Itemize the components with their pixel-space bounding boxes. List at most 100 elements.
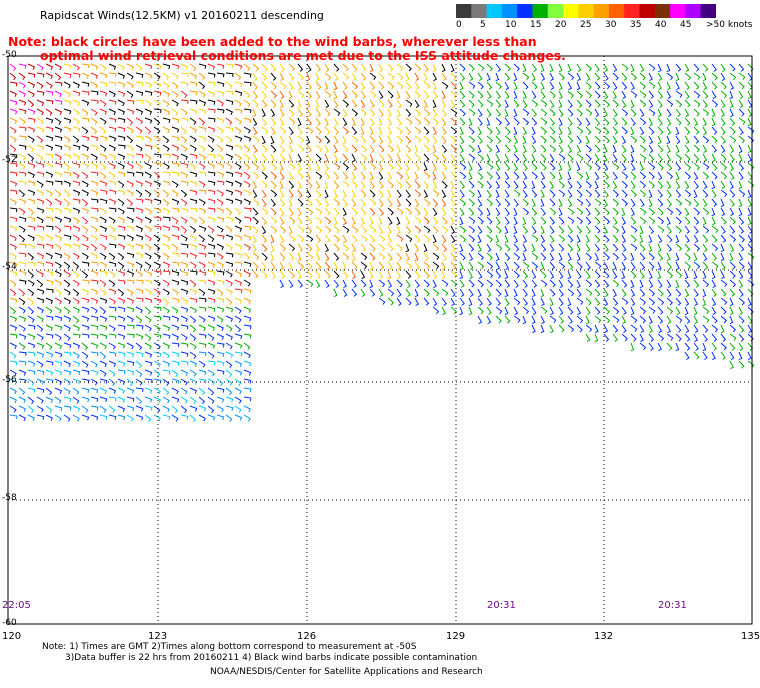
wind-barb: [108, 153, 117, 160]
wind-barb: [423, 288, 430, 297]
wind-barb: [414, 63, 422, 72]
wind-barb: [630, 279, 635, 289]
wind-barb: [189, 360, 198, 367]
wind-barb: [171, 171, 180, 177]
wind-barb: [333, 81, 338, 91]
wind-barb: [369, 126, 374, 136]
wind-barb: [270, 234, 275, 244]
wind-barb: [306, 144, 313, 153]
wind-barb: [630, 135, 638, 144]
wind-barb: [234, 387, 242, 395]
wind-barb: [99, 108, 108, 116]
wind-barb: [720, 126, 726, 135]
wind-barb: [396, 99, 402, 108]
wind-barb: [72, 234, 80, 242]
wind-barb: [144, 189, 152, 197]
wind-barb: [558, 99, 563, 109]
wind-barb: [603, 171, 610, 180]
wind-barb: [126, 243, 135, 250]
wind-barb: [45, 306, 53, 314]
wind-barb: [9, 162, 18, 168]
wind-barb: [126, 396, 135, 402]
wind-barb: [684, 333, 691, 342]
wind-barb: [468, 198, 475, 207]
wind-barb: [378, 297, 386, 305]
wind-barb: [594, 252, 599, 262]
wind-barb: [576, 108, 584, 117]
wind-barb: [540, 171, 546, 181]
wind-barb: [144, 396, 153, 403]
wind-barb: [45, 99, 54, 105]
wind-barb: [405, 279, 411, 288]
wind-barb: [396, 270, 402, 280]
wind-barb: [441, 72, 447, 81]
wind-barb: [81, 63, 90, 69]
wind-barb: [171, 144, 180, 152]
wind-barb: [72, 90, 81, 97]
wind-barb: [207, 261, 216, 268]
wind-barb: [558, 252, 563, 262]
wind-barb: [567, 189, 573, 199]
wind-barb: [666, 180, 672, 190]
wind-barb: [72, 270, 80, 279]
wind-barb: [63, 387, 71, 395]
wind-barb: [522, 306, 530, 315]
wind-barb: [378, 261, 385, 270]
wind-barb: [180, 405, 188, 414]
wind-barb: [423, 234, 431, 243]
wind-barb: [729, 288, 736, 297]
wind-barb: [414, 72, 420, 82]
wind-barb: [657, 117, 663, 126]
wind-barb: [468, 81, 476, 89]
wind-barb: [549, 72, 554, 82]
wind-barb: [261, 198, 267, 207]
wind-barb: [36, 369, 45, 375]
wind-barb: [333, 279, 340, 288]
wind-barb: [477, 117, 483, 126]
wind-barb: [162, 351, 170, 359]
wind-barb: [414, 153, 422, 162]
wind-barb: [504, 234, 509, 244]
wind-barb: [261, 216, 268, 225]
wind-barb: [729, 342, 736, 351]
wind-barb: [621, 297, 629, 305]
wind-barb: [693, 333, 698, 343]
wind-barb: [216, 279, 225, 285]
wind-barb: [27, 315, 35, 323]
wind-barb: [153, 279, 161, 287]
wind-barb: [243, 126, 251, 134]
wind-barb: [252, 270, 259, 279]
wind-barb: [612, 270, 618, 280]
wind-barb: [540, 81, 545, 91]
wind-barb: [333, 153, 339, 163]
wind-barb: [378, 144, 385, 153]
wind-barb: [486, 243, 492, 253]
wind-barb: [504, 270, 509, 280]
wind-barb: [351, 243, 357, 253]
wind-barb: [495, 63, 502, 72]
wind-barb: [612, 171, 618, 180]
wind-barb: [27, 252, 35, 261]
wind-barb: [621, 315, 627, 325]
time-label: 20:31: [658, 600, 687, 611]
wind-barb: [297, 171, 304, 180]
wind-barb: [297, 117, 302, 127]
wind-barb: [81, 288, 90, 296]
wind-barb: [540, 162, 547, 171]
wind-barb: [198, 270, 207, 277]
wind-barb: [126, 324, 135, 329]
wind-barb: [675, 81, 680, 91]
wind-barb: [531, 153, 536, 163]
wind-barb: [324, 72, 332, 81]
wind-barb: [558, 324, 565, 333]
wind-barb: [198, 135, 207, 142]
wind-barb: [153, 252, 161, 260]
wind-barb: [243, 288, 252, 294]
wind-barb: [666, 333, 674, 341]
wind-barb: [567, 216, 575, 224]
wind-barb: [657, 162, 664, 171]
wind-barb: [153, 351, 162, 357]
wind-barb: [324, 234, 331, 243]
wind-barb: [198, 414, 206, 422]
wind-barb: [549, 261, 556, 270]
